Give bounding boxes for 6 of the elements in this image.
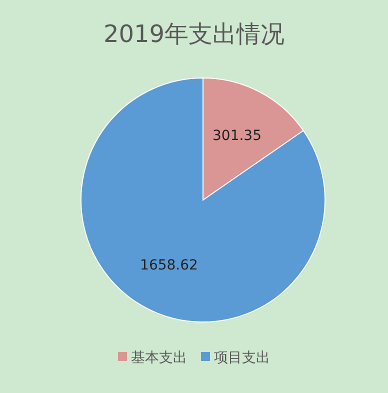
data-label: 301.35 — [212, 128, 262, 144]
data-label: 1658.62 — [140, 258, 198, 274]
legend-label: 基本支出 — [131, 350, 187, 366]
chart-title: 2019年支出情况 — [103, 20, 285, 48]
legend-label: 项目支出 — [214, 350, 270, 366]
pie-slice — [80, 78, 326, 322]
